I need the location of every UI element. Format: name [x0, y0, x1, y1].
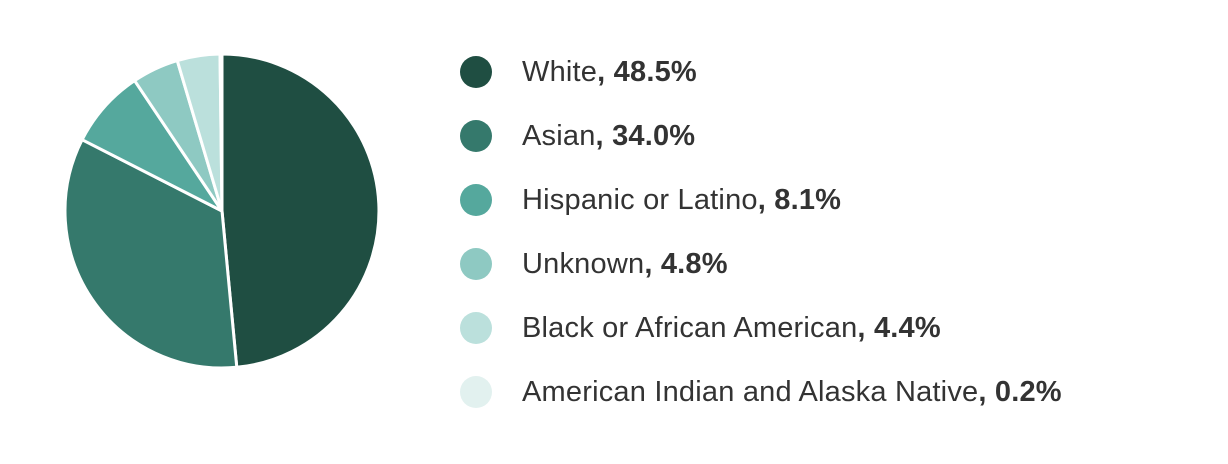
- legend: White, 48.5% Asian, 34.0% Hispanic or Lati…: [460, 40, 1200, 424]
- legend-label: Hispanic or Latino: [522, 183, 758, 216]
- legend-item: Hispanic or Latino, 8.1%: [460, 168, 1200, 232]
- legend-value: 48.5%: [613, 55, 697, 88]
- pie-slice: [220, 52, 381, 369]
- legend-label: White: [522, 55, 598, 88]
- legend-swatch: [460, 56, 492, 88]
- legend-label: Black or African American: [522, 311, 858, 344]
- legend-swatch: [460, 248, 492, 280]
- legend-swatch: [460, 184, 492, 216]
- legend-swatch: [460, 120, 492, 152]
- legend-value: 34.0%: [612, 119, 696, 152]
- legend-text: American Indian and Alaska Native, 0.2%: [522, 376, 1062, 409]
- legend-text: Black or African American, 4.4%: [522, 312, 941, 345]
- legend-text: Unknown, 4.8%: [522, 248, 728, 281]
- pie-chart: [63, 52, 381, 370]
- legend-text: White, 48.5%: [522, 56, 697, 89]
- legend-value: 0.2%: [994, 375, 1062, 408]
- legend-swatch: [460, 376, 492, 408]
- legend-swatch: [460, 312, 492, 344]
- legend-item: Asian, 34.0%: [460, 104, 1200, 168]
- legend-separator: ,: [595, 119, 613, 152]
- legend-text: Hispanic or Latino, 8.1%: [522, 184, 841, 217]
- legend-value: 4.4%: [873, 311, 941, 344]
- legend-separator: ,: [597, 55, 614, 88]
- legend-separator: ,: [644, 247, 661, 280]
- legend-item: White, 48.5%: [460, 40, 1200, 104]
- legend-item: American Indian and Alaska Native, 0.2%: [460, 360, 1200, 424]
- legend-label: Asian: [522, 119, 596, 152]
- legend-value: 8.1%: [774, 183, 842, 216]
- legend-text: Asian, 34.0%: [522, 120, 695, 153]
- legend-value: 4.8%: [660, 247, 728, 280]
- pie-slice: [218, 52, 224, 213]
- legend-separator: ,: [978, 375, 995, 408]
- legend-item: Unknown, 4.8%: [460, 232, 1200, 296]
- legend-item: Black or African American, 4.4%: [460, 296, 1200, 360]
- legend-separator: ,: [857, 311, 874, 344]
- legend-separator: ,: [757, 183, 775, 216]
- legend-label: Unknown: [522, 247, 645, 280]
- legend-label: American Indian and Alaska Native: [522, 375, 979, 408]
